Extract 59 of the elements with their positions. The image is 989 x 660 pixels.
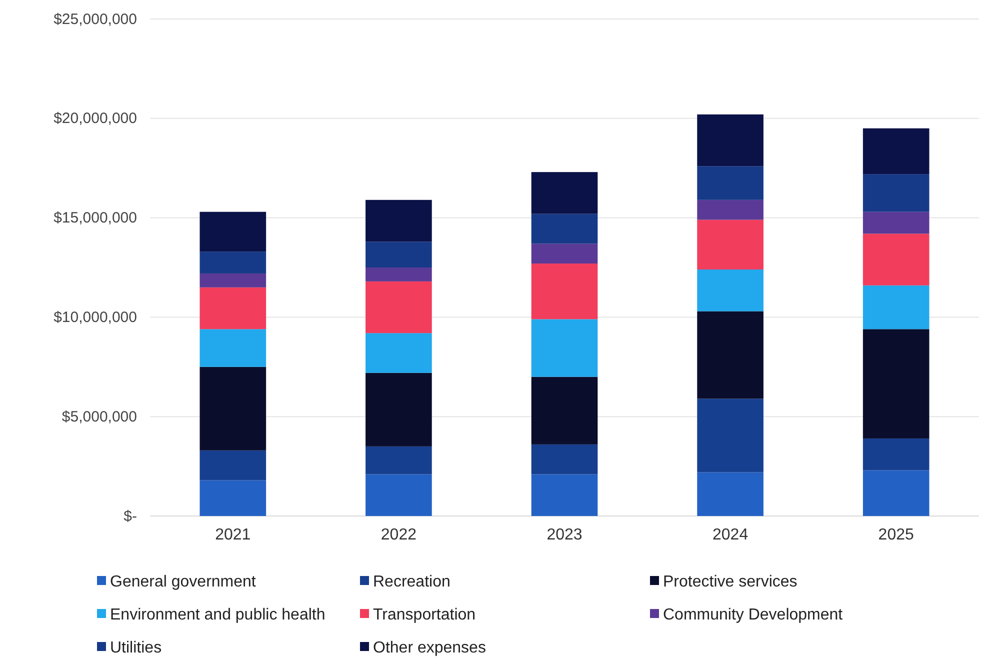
bar bbox=[366, 268, 432, 282]
bar bbox=[697, 200, 764, 220]
y-tick-label: $- bbox=[124, 508, 137, 525]
bar bbox=[862, 128, 930, 174]
bar bbox=[366, 333, 432, 373]
bar bbox=[366, 242, 432, 268]
bar bbox=[531, 474, 598, 516]
x-tick-label: 2025 bbox=[878, 526, 914, 544]
y-tick-label: $10,000,000 bbox=[54, 309, 137, 326]
x-tick-label: 2021 bbox=[215, 526, 251, 544]
bar bbox=[531, 172, 598, 214]
bar bbox=[200, 212, 266, 252]
legend-label: Protective services bbox=[663, 574, 798, 591]
bar bbox=[862, 212, 930, 234]
bar bbox=[200, 252, 266, 274]
bar bbox=[200, 366, 266, 450]
bar bbox=[862, 329, 930, 438]
legend-label: Utilities bbox=[110, 640, 162, 657]
legend-label: General government bbox=[110, 574, 256, 591]
bar bbox=[531, 214, 598, 244]
bar bbox=[862, 470, 930, 516]
bar bbox=[697, 269, 764, 312]
bar bbox=[697, 472, 764, 516]
bar bbox=[200, 273, 266, 288]
bar bbox=[200, 287, 266, 330]
bar bbox=[366, 281, 432, 334]
y-tick-label: $20,000,000 bbox=[54, 110, 137, 128]
bar bbox=[200, 480, 266, 516]
x-tick-label: 2022 bbox=[380, 526, 417, 544]
y-tick-label: $15,000,000 bbox=[54, 210, 137, 227]
bar bbox=[200, 450, 266, 480]
bar bbox=[531, 244, 598, 264]
bar bbox=[862, 285, 930, 330]
legend-label: Recreation bbox=[373, 574, 450, 591]
bar bbox=[697, 220, 764, 270]
bar bbox=[697, 311, 764, 399]
bar bbox=[862, 174, 930, 212]
y-tick-label: $5,000,000 bbox=[62, 408, 137, 426]
x-tick-label: 2024 bbox=[712, 526, 748, 544]
bar bbox=[531, 376, 598, 444]
bar bbox=[697, 398, 764, 472]
legend-label: Environment and public health bbox=[110, 606, 326, 624]
bar bbox=[366, 372, 432, 446]
legend-label: Other expenses bbox=[373, 640, 486, 657]
bar bbox=[697, 114, 764, 166]
y-tick-label: $25,000,000 bbox=[54, 10, 137, 28]
bar bbox=[366, 200, 432, 242]
bar bbox=[366, 446, 432, 474]
bar bbox=[697, 166, 764, 200]
x-tick-label: 2023 bbox=[546, 526, 582, 544]
bar bbox=[862, 234, 930, 286]
bar bbox=[531, 319, 598, 377]
bar bbox=[531, 264, 598, 320]
bar bbox=[200, 329, 266, 367]
legend-label: Community Development bbox=[663, 606, 844, 624]
bar bbox=[862, 438, 930, 470]
bar bbox=[366, 474, 432, 516]
legend-label: Transportation bbox=[373, 606, 476, 624]
bar bbox=[531, 444, 598, 474]
